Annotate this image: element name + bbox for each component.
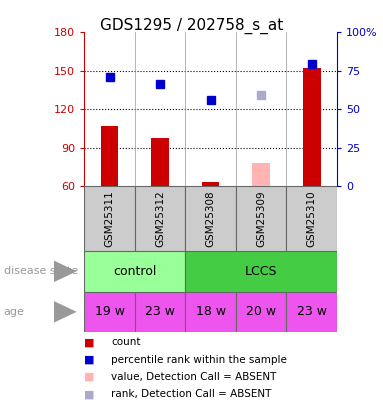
Text: GSM25310: GSM25310: [307, 190, 317, 247]
Text: GDS1295 / 202758_s_at: GDS1295 / 202758_s_at: [100, 18, 283, 34]
Text: rank, Detection Call = ABSENT: rank, Detection Call = ABSENT: [111, 390, 272, 399]
Text: percentile rank within the sample: percentile rank within the sample: [111, 355, 287, 364]
Bar: [185, 251, 337, 292]
Text: 23 w: 23 w: [145, 305, 175, 318]
Text: 20 w: 20 w: [246, 305, 276, 318]
Text: GSM25309: GSM25309: [256, 190, 266, 247]
Bar: [202, 182, 219, 186]
Bar: [151, 138, 169, 186]
Bar: [286, 292, 337, 332]
Text: 18 w: 18 w: [196, 305, 226, 318]
Bar: [84, 292, 135, 332]
Text: control: control: [113, 265, 157, 278]
Text: value, Detection Call = ABSENT: value, Detection Call = ABSENT: [111, 372, 277, 382]
Text: ■: ■: [84, 337, 95, 347]
Bar: [84, 186, 135, 251]
Text: 23 w: 23 w: [297, 305, 327, 318]
Polygon shape: [54, 260, 77, 282]
Text: ■: ■: [84, 355, 95, 364]
Text: GSM25311: GSM25311: [105, 190, 115, 247]
Text: count: count: [111, 337, 141, 347]
Text: disease state: disease state: [4, 266, 78, 276]
Text: ■: ■: [84, 390, 95, 399]
Bar: [135, 186, 185, 251]
Bar: [236, 292, 286, 332]
Bar: [252, 163, 270, 186]
Bar: [185, 186, 236, 251]
Text: age: age: [4, 307, 25, 317]
Text: 19 w: 19 w: [95, 305, 124, 318]
Bar: [84, 251, 185, 292]
Bar: [185, 292, 236, 332]
Text: GSM25308: GSM25308: [206, 190, 216, 247]
Bar: [236, 186, 286, 251]
Text: ■: ■: [84, 372, 95, 382]
Bar: [286, 186, 337, 251]
Bar: [101, 126, 118, 186]
Text: LCCS: LCCS: [245, 265, 277, 278]
Bar: [135, 292, 185, 332]
Polygon shape: [54, 301, 77, 323]
Bar: [303, 68, 321, 186]
Text: GSM25312: GSM25312: [155, 190, 165, 247]
